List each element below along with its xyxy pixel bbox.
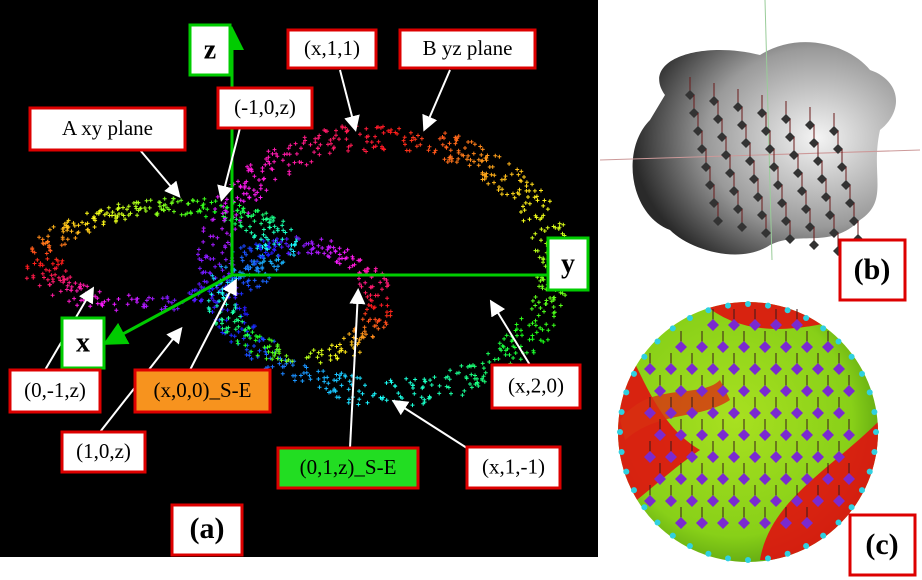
edge-marker [687, 543, 693, 549]
figure: z y x (x,1,1) B yz plane (-1,0,z) A xy plan… [0, 0, 922, 580]
edge-marker [705, 307, 711, 313]
edge-marker [687, 315, 693, 321]
panel-label: (c) [865, 528, 898, 561]
edge-marker [820, 325, 826, 331]
edge-marker [745, 557, 751, 563]
edge-marker [670, 325, 676, 331]
edge-marker [655, 520, 661, 526]
edge-marker [785, 307, 791, 313]
edge-marker [849, 504, 855, 510]
annotation: (x,1,-1) [482, 454, 545, 478]
annotation: B yz plane [423, 36, 513, 60]
annotation: (x,2,0) [508, 373, 564, 397]
edge-marker [867, 389, 873, 395]
edge-marker [765, 555, 771, 561]
edge-marker [655, 339, 661, 345]
edge-marker [849, 354, 855, 360]
edge-marker [623, 469, 629, 475]
annotation: (0,1,z)_S-E [300, 455, 397, 479]
edge-marker [836, 520, 842, 526]
axis-label: x [76, 327, 90, 358]
annotation: (0,-1,z) [24, 378, 86, 402]
edge-marker [725, 555, 731, 561]
annotation: (x,1,1) [304, 36, 360, 60]
edge-marker [619, 409, 625, 415]
edge-marker [745, 301, 751, 307]
edge-marker [617, 429, 623, 435]
page: z y x (x,1,1) B yz plane (-1,0,z) A xy plan… [0, 0, 922, 580]
edge-marker [867, 469, 873, 475]
edge-marker [785, 551, 791, 557]
edge-marker [641, 504, 647, 510]
panel-label: (b) [854, 253, 891, 286]
edge-marker [836, 339, 842, 345]
annotation: A xy plane [62, 116, 153, 140]
edge-marker [873, 429, 879, 435]
edge-marker [765, 303, 771, 309]
axis-label: y [561, 248, 575, 279]
edge-marker [871, 409, 877, 415]
edge-marker [871, 449, 877, 455]
marker [809, 240, 819, 250]
edge-marker [705, 551, 711, 557]
edge-marker [725, 303, 731, 309]
annotation: (1,0,z) [76, 439, 131, 463]
panel-label: (a) [190, 512, 225, 545]
edge-marker [859, 487, 865, 493]
edge-marker [670, 533, 676, 539]
edge-marker [641, 354, 647, 360]
axis-label: z [204, 34, 216, 65]
edge-marker [820, 533, 826, 539]
edge-marker [803, 315, 809, 321]
edge-marker [631, 371, 637, 377]
edge-marker [619, 449, 625, 455]
edge-marker [803, 543, 809, 549]
annotation: (x,0,0)_S-E [154, 378, 252, 402]
edge-marker [859, 371, 865, 377]
annotation: (-1,0,z) [234, 95, 296, 119]
edge-marker [623, 389, 629, 395]
edge-marker [631, 487, 637, 493]
